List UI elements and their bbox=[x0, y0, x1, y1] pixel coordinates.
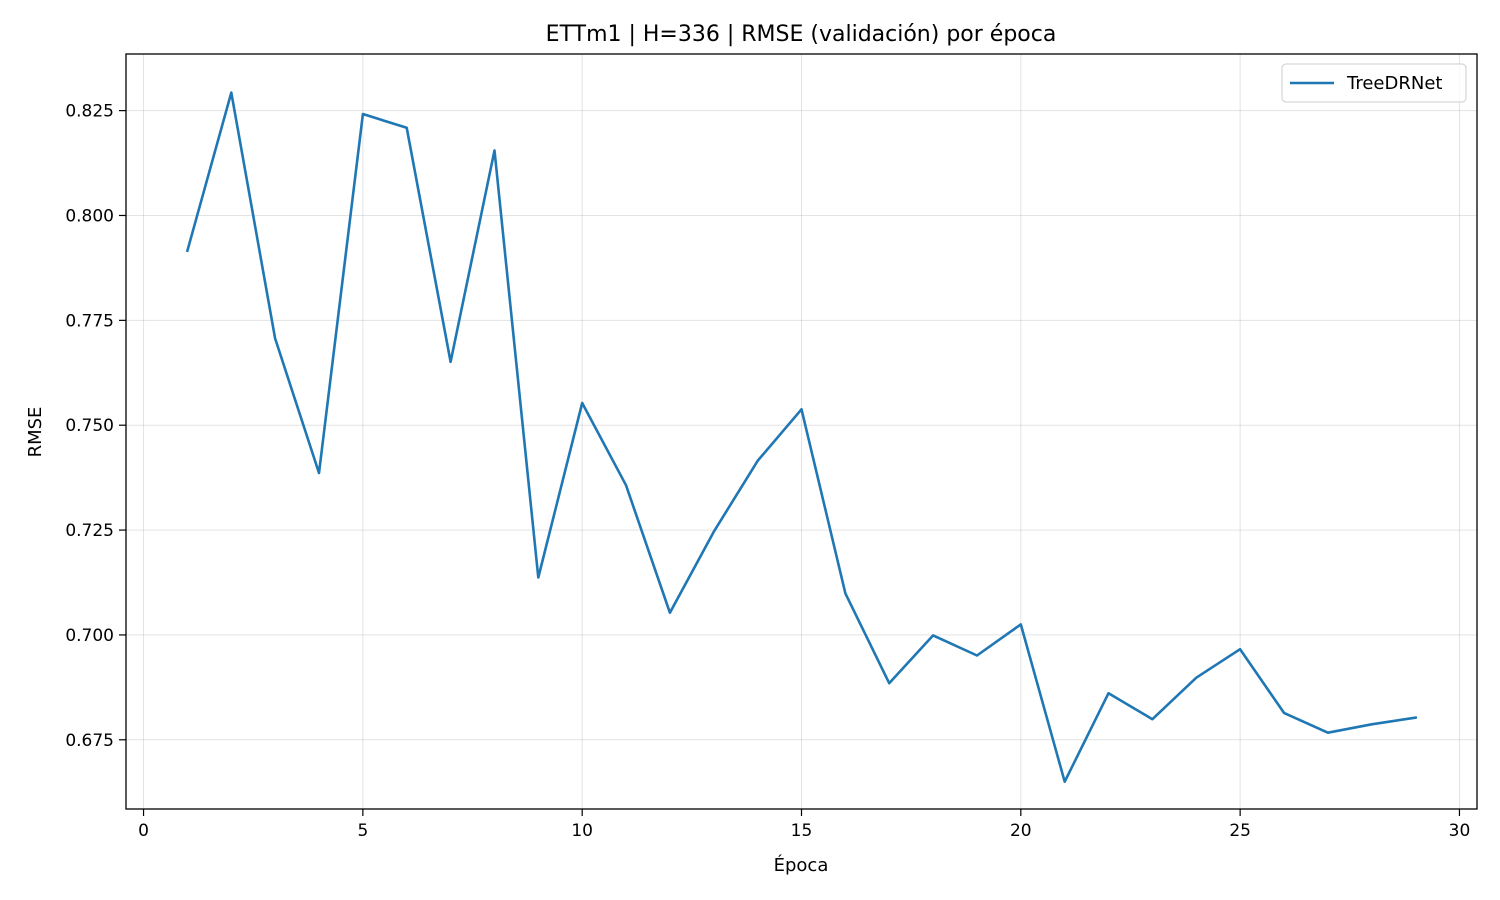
y-tick-label: 0.700 bbox=[65, 626, 114, 646]
y-tick-label: 0.675 bbox=[65, 731, 114, 751]
y-tick-label: 0.725 bbox=[65, 521, 114, 541]
x-tick-label: 30 bbox=[1449, 821, 1471, 841]
series-layer bbox=[185, 91, 1418, 784]
x-tick-label: 20 bbox=[1010, 821, 1032, 841]
y-axis-ticks: 0.675 0.700 0.725 0.750 0.775 0.800 0.825 bbox=[65, 102, 126, 751]
y-tick-label: 0.825 bbox=[65, 102, 114, 122]
grid bbox=[126, 54, 1477, 809]
legend: TreeDRNet bbox=[1281, 63, 1467, 103]
y-tick-label: 0.800 bbox=[65, 206, 114, 226]
x-tick-label: 25 bbox=[1229, 821, 1251, 841]
x-axis-label: Época bbox=[774, 854, 829, 876]
x-axis-ticks: 0 5 10 15 20 25 30 bbox=[138, 809, 1470, 841]
legend-label-treedrnet: TreeDRNet bbox=[1346, 73, 1442, 94]
y-tick-label: 0.750 bbox=[65, 416, 114, 436]
x-tick-label: 10 bbox=[571, 821, 593, 841]
y-tick-label: 0.775 bbox=[65, 311, 114, 331]
y-axis-label: RMSE bbox=[25, 407, 46, 458]
x-tick-label: 5 bbox=[357, 821, 368, 841]
x-tick-label: 15 bbox=[791, 821, 813, 841]
x-tick-label: 0 bbox=[138, 821, 149, 841]
series-line-treedrnet bbox=[185, 91, 1418, 784]
legend-box bbox=[1281, 63, 1467, 103]
chart-title: ETTm1 | H=336 | RMSE (validación) por ép… bbox=[546, 22, 1057, 47]
